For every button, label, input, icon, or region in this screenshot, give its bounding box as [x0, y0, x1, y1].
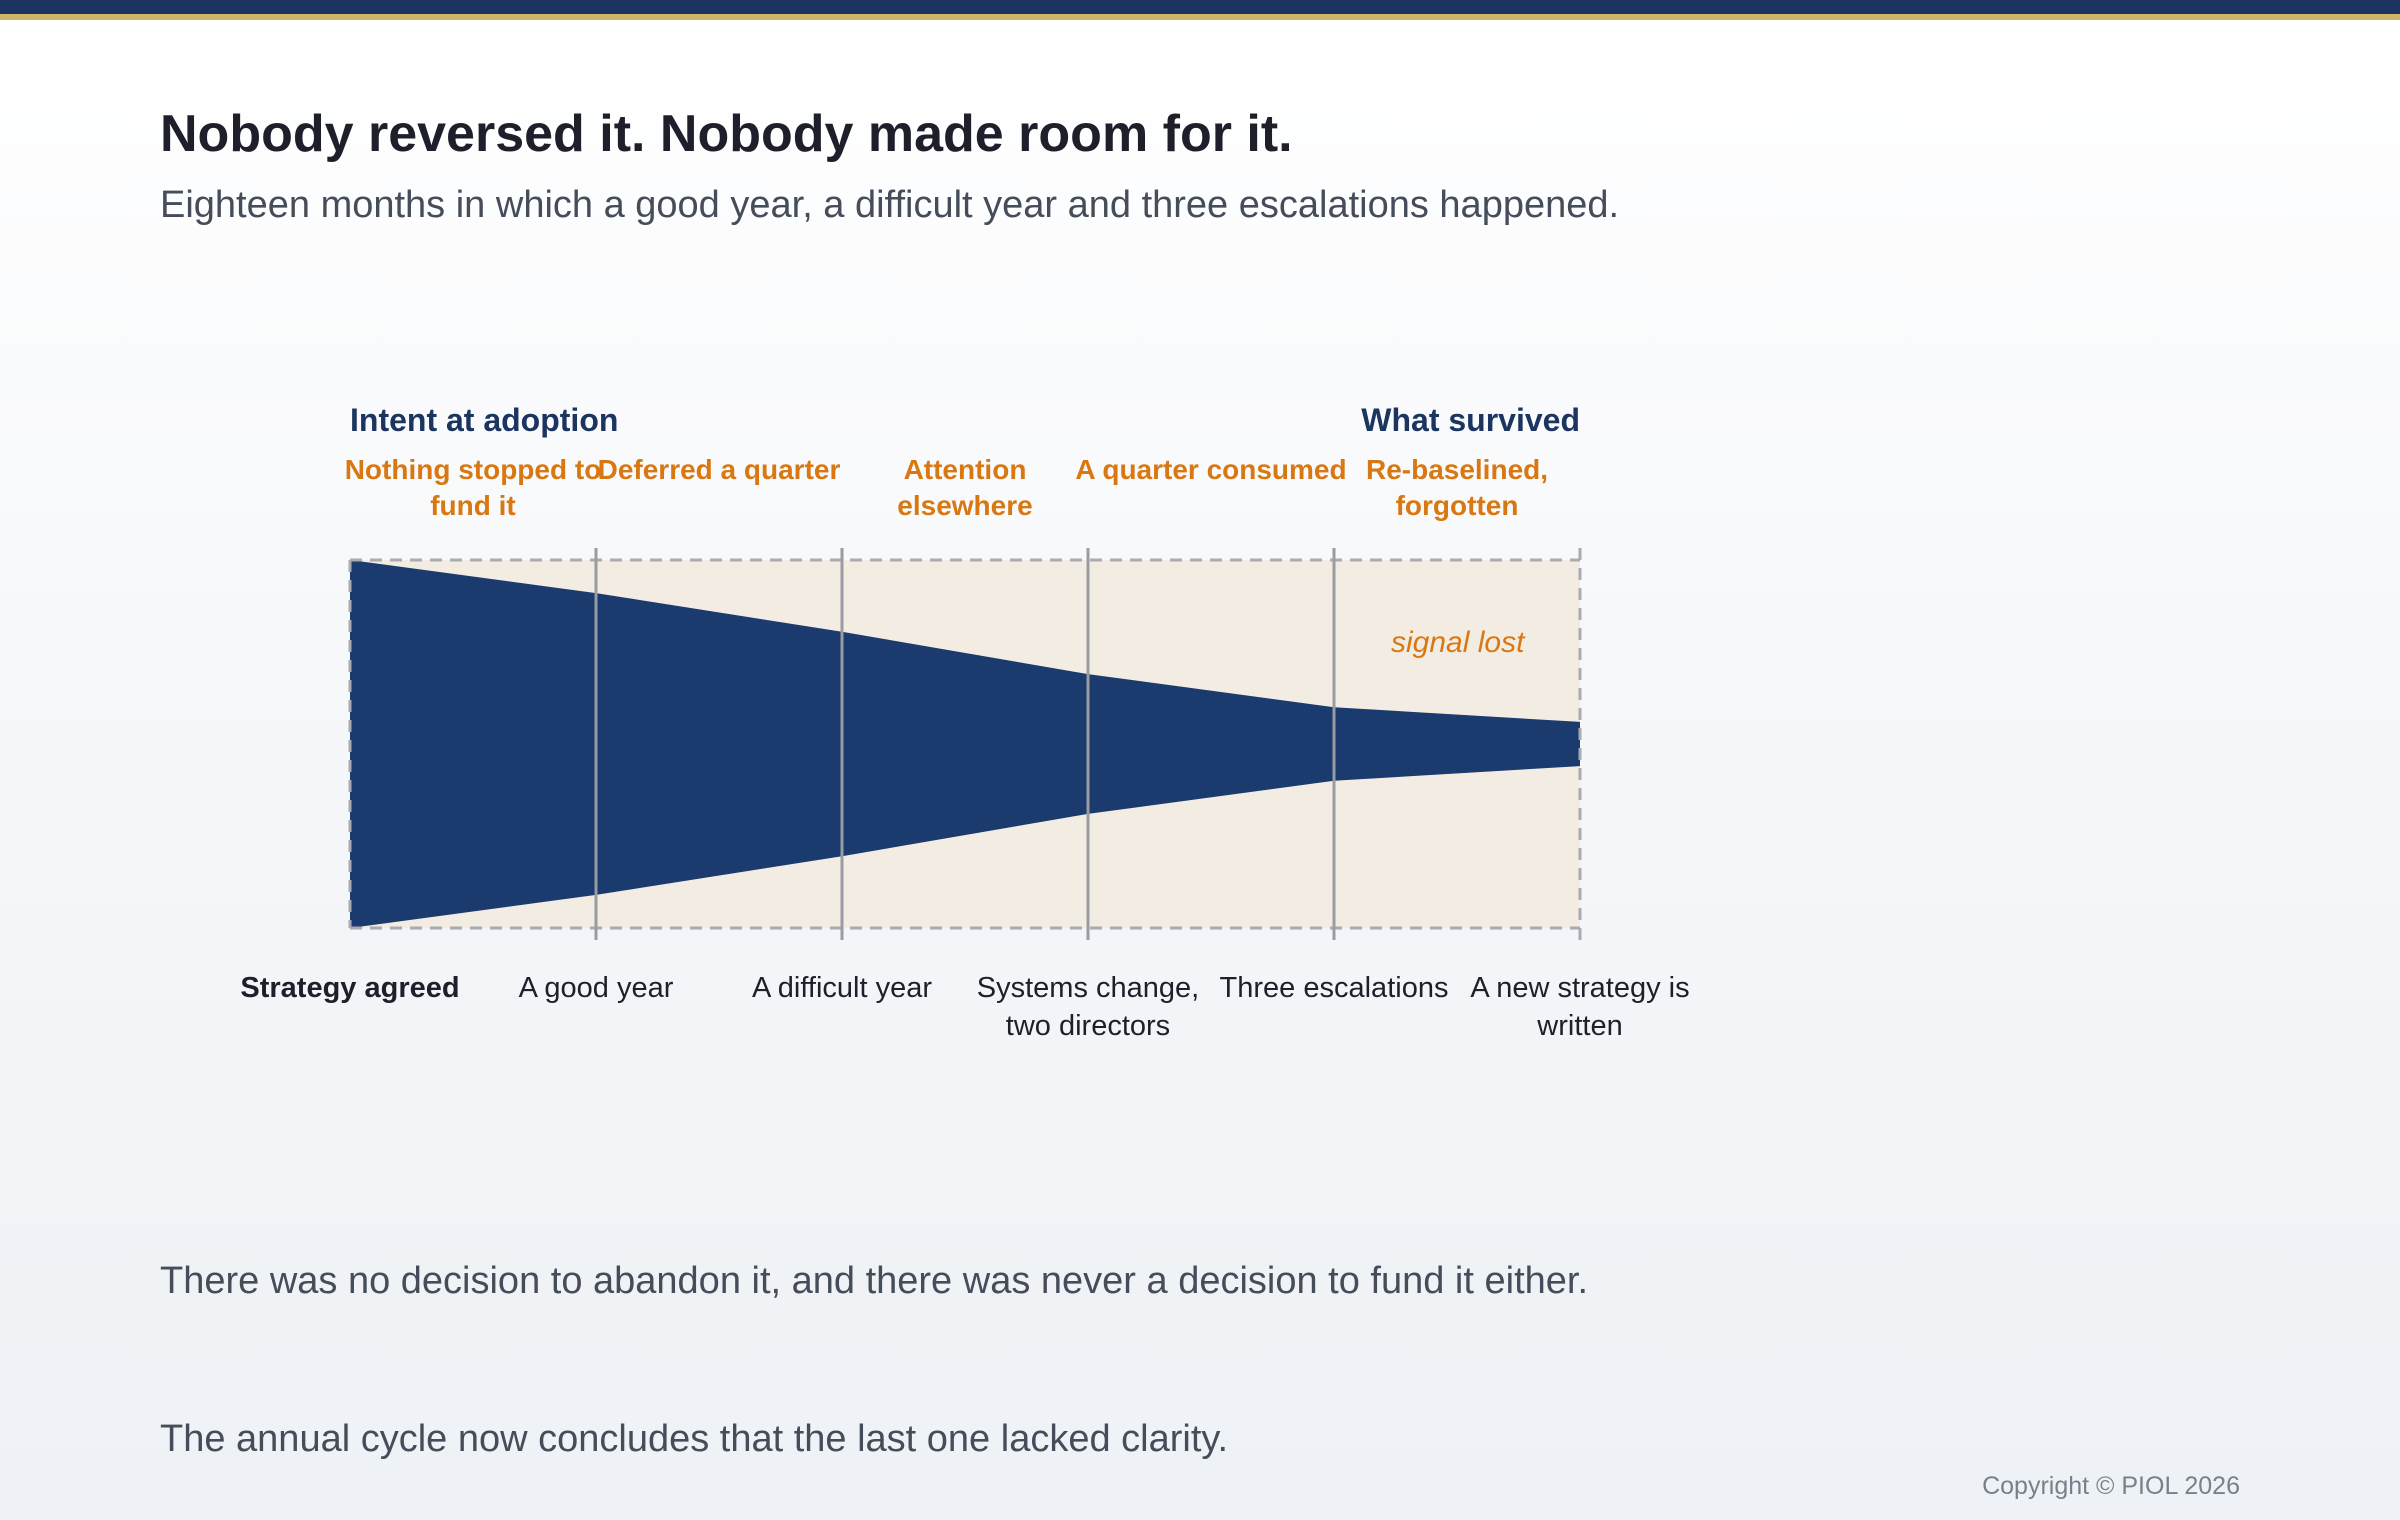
signal-decay-diagram: Intent at adoption What survived signal … — [0, 380, 2400, 1080]
copyright-notice: Copyright © PIOL 2026 — [1982, 1472, 2240, 1500]
phase-label: A new strategy is written — [1470, 972, 1690, 1042]
event-label: Attention elsewhere — [897, 454, 1033, 522]
closing-note: The annual cycle now concludes that the … — [160, 1418, 1229, 1460]
phase-label: A good year — [518, 972, 674, 1004]
event-label: Deferred a quarter — [597, 454, 841, 485]
event-label: A quarter consumed — [1075, 454, 1347, 485]
start-label: Intent at adoption — [350, 402, 619, 438]
top-accent-stripe — [0, 14, 2400, 20]
page-title: Nobody reversed it. Nobody made room for… — [160, 105, 1293, 163]
event-label: Re-baselined, forgotten — [1365, 454, 1549, 522]
page-subtitle: Eighteen months in which a good year, a … — [160, 184, 1620, 226]
phase-label: Strategy agreed — [240, 972, 460, 1004]
intent-band — [350, 560, 1580, 928]
event-label: Nothing stopped to fund it — [344, 454, 602, 522]
phase-label: Three escalations — [1219, 972, 1449, 1004]
end-label: What survived — [1361, 402, 1580, 438]
closing-note: There was no decision to abandon it, and… — [160, 1260, 1589, 1302]
phase-label: Systems change, two directors — [976, 972, 1200, 1042]
signal-lost-annotation: signal lost — [1391, 626, 1525, 659]
diagram-canvas — [348, 548, 1582, 940]
top-accent-bar — [0, 0, 2400, 14]
phase-label: A difficult year — [751, 972, 932, 1004]
